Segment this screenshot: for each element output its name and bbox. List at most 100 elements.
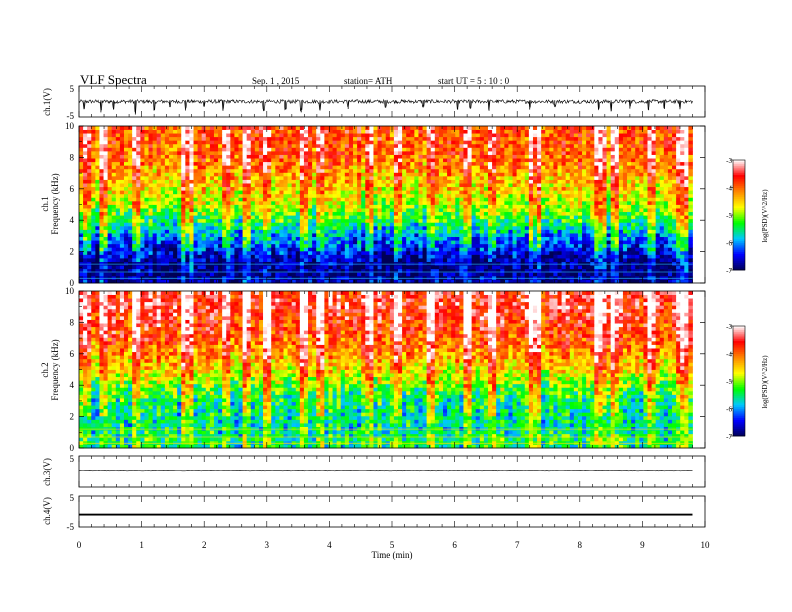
spectrogram-cell — [475, 165, 481, 170]
spectrogram-cell — [287, 250, 293, 255]
spectrogram-cell — [451, 140, 456, 145]
spectrogram-cell — [340, 268, 346, 273]
spectrogram-cell — [185, 279, 190, 284]
spectrogram-cell — [426, 240, 432, 245]
spectrogram-cell — [230, 247, 235, 252]
spectrogram-cell — [422, 165, 428, 170]
spectrogram-cell — [189, 193, 194, 198]
spectrogram-cell — [156, 240, 162, 245]
spectrogram-cell — [205, 275, 211, 280]
spectrogram-cell — [111, 240, 117, 245]
spectrogram-cell — [508, 222, 513, 227]
spectrogram-cell — [528, 215, 534, 220]
spectrogram-cell — [402, 143, 407, 148]
spectrogram-cell — [516, 233, 522, 238]
spectrogram-cell — [430, 254, 436, 259]
spectrogram-cell — [209, 236, 215, 241]
spectrogram-cell — [148, 183, 154, 188]
spectrogram-cell — [357, 272, 362, 277]
spectrogram-cell — [344, 250, 350, 255]
spectrogram-cell — [99, 243, 104, 248]
spectrogram-cell — [87, 243, 92, 248]
spectrogram-cell — [271, 179, 276, 184]
spectrogram-cell — [177, 154, 182, 159]
spectrogram-cell — [87, 200, 92, 205]
spectrogram-cell — [87, 136, 92, 141]
spectrogram-cell — [193, 254, 199, 259]
spectrogram-cell — [516, 211, 522, 216]
spectrogram-cell — [528, 204, 534, 209]
spectrogram-cell — [537, 265, 542, 270]
spectrogram-cell — [234, 158, 239, 163]
spectrogram-cell — [496, 247, 501, 252]
spectrogram-cell — [434, 161, 440, 166]
spectrogram-cell — [487, 140, 493, 145]
spectrogram-cell — [168, 229, 174, 234]
spectrogram-cell — [189, 183, 194, 188]
spectrogram-cell — [500, 272, 505, 277]
spectrogram-cell — [160, 265, 166, 270]
spectrogram-cell — [238, 126, 243, 130]
spectrogram-cell — [455, 172, 460, 177]
spectrogram-cell — [148, 240, 154, 245]
spectrogram-cell — [532, 240, 538, 245]
spectrogram-cell — [123, 161, 129, 166]
spectrogram-cell — [479, 143, 485, 148]
spectrogram-cell — [242, 193, 248, 198]
spectrogram-cell — [226, 225, 231, 230]
spectrogram-cell — [83, 218, 88, 223]
spectrogram-cell — [205, 233, 211, 238]
spectrogram-cell — [287, 168, 293, 173]
spectrogram-cell — [308, 147, 313, 152]
spectrogram-cell — [320, 154, 325, 159]
spectrogram-cell — [512, 179, 518, 184]
spectrogram-cell — [422, 161, 428, 166]
spectrogram-cell — [107, 265, 113, 270]
spectrogram-cell — [377, 140, 383, 145]
spectrogram-cell — [193, 218, 199, 223]
spectrogram-cell — [532, 168, 538, 173]
spectrogram-cell — [144, 279, 149, 284]
spectrogram-cell — [181, 133, 186, 138]
spectrogram-cell — [91, 225, 96, 230]
spectrogram-cell — [508, 168, 513, 173]
spectrogram-cell — [340, 143, 346, 148]
spectrogram-cell — [287, 225, 293, 230]
spectrogram-cell — [132, 218, 137, 223]
spectrogram-cell — [144, 161, 149, 166]
spectrogram-cell — [140, 247, 145, 252]
spectrogram-cell — [111, 140, 117, 145]
spectrogram-cell — [128, 154, 133, 159]
spectrogram-cell — [353, 126, 358, 130]
spectrogram-cell — [87, 236, 92, 241]
spectrogram-cell — [201, 133, 207, 138]
spectrogram-cell — [520, 165, 526, 170]
spectrogram-cell — [443, 208, 448, 213]
spectrogram-cell — [373, 186, 378, 191]
spectrogram-cell — [115, 254, 121, 259]
spectrogram-cell — [242, 258, 248, 262]
spectrogram-cell — [316, 161, 321, 166]
spectrogram-cell — [197, 129, 203, 134]
spectrogram-cell — [459, 186, 464, 191]
spectrogram-cell — [189, 258, 194, 262]
spectrogram-cell — [160, 254, 166, 259]
spectrogram-cell — [373, 240, 378, 245]
spectrogram-cell — [455, 204, 460, 209]
spectrogram-cell — [222, 165, 227, 170]
spectrogram-cell — [271, 258, 276, 262]
spectrogram-cell — [520, 168, 526, 173]
spectrogram-cell — [447, 204, 452, 209]
spectrogram-cell — [365, 208, 370, 213]
spectrogram-cell — [443, 172, 448, 177]
spectrogram-cell — [189, 136, 194, 141]
spectrogram-cell — [516, 158, 522, 163]
spectrogram-cell — [160, 272, 166, 277]
spectrogram-cell — [348, 158, 354, 163]
spectrogram-cell — [393, 265, 399, 270]
spectrogram-cell — [361, 140, 366, 145]
spectrogram-cell — [123, 179, 129, 184]
spectrogram-cell — [193, 140, 199, 145]
spectrogram-cell — [205, 175, 211, 180]
spectrogram-cell — [275, 172, 280, 177]
